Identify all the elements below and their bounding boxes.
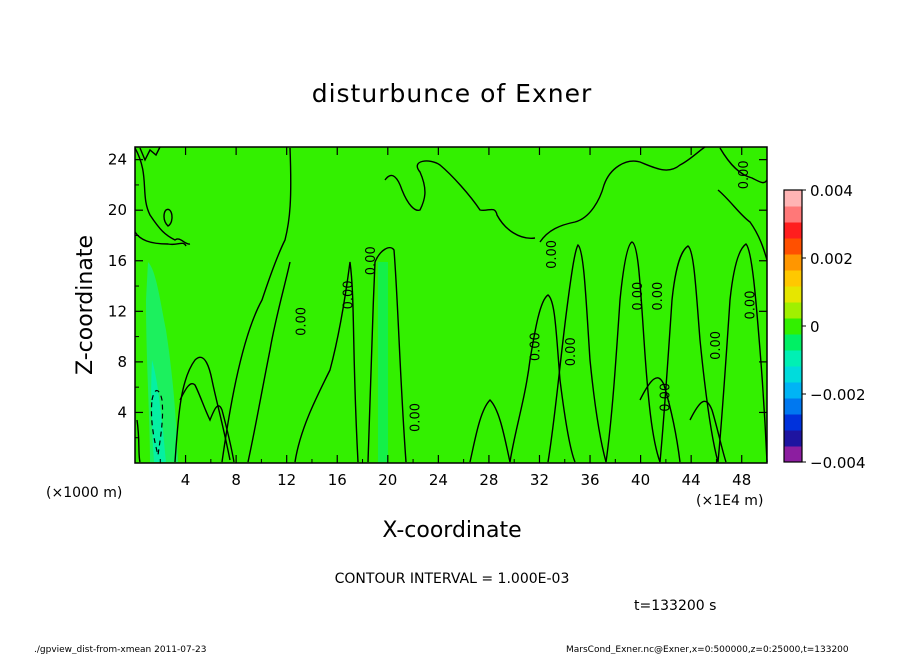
colorbar-swatch [784,430,802,447]
contour-label: 0.00 [528,332,543,361]
colorbar-swatch [784,398,802,415]
negative-core [151,360,166,462]
slight-negative-column [378,262,388,462]
colorbar-swatch [784,206,802,223]
x-tick-label: 16 [328,471,347,489]
contour-label: 0.00 [651,282,666,311]
contour-label: 0.00 [341,280,356,309]
colorbar-swatch [784,366,802,383]
colorbar-swatch [784,350,802,367]
contour-label: 0.00 [631,282,646,311]
contour-label: 0.00 [364,246,379,275]
x-axis-title: X-coordinate [382,518,521,543]
colorbar-swatch [784,270,802,287]
contour-line [139,146,161,162]
x-tick-label: 24 [429,471,448,489]
contour-label: 0.00 [295,307,310,336]
colorbar-swatch [784,318,802,335]
chart-title: disturbunce of Exner [312,79,593,108]
contour-label: 0.00 [408,403,423,432]
x-tick-label: 44 [682,471,701,489]
contour-line [134,231,187,247]
x-unit-label: (×1000 m) [46,485,122,501]
x-tick-label: 12 [277,471,296,489]
x-unit-label-secondary: (×1E4 m) [696,493,763,509]
footer-right: MarsCond_Exner.nc@Exner,x=0:500000,z=0:2… [566,645,849,654]
time-label: t=133200 s [634,598,716,614]
contour-label: 0.00 [545,240,560,269]
contour-label: 0.00 [659,383,674,412]
contour-line [509,294,576,463]
contour-line [163,208,173,227]
colorbar-tick-label: 0.004 [810,182,853,200]
y-tick-label: 8 [117,353,127,371]
contour-line [539,146,706,243]
contour-label: 0.00 [709,331,724,360]
contour-line [136,419,141,463]
contour-line [717,189,768,261]
y-tick-label: 20 [108,201,127,219]
footer-left: ./gpview_dist-from-xmean 2011-07-23 [34,645,206,654]
x-axis: 4 8 12 16 20 24 28 32 36 40 44 48 [159,147,751,489]
colorbar-swatch [784,222,802,239]
y-tick-label: 16 [108,252,127,270]
x-tick-label: 32 [530,471,549,489]
contour-line [689,400,727,463]
colorbar-swatch [784,382,802,399]
colorbar-swatch [784,414,802,431]
contour-line [547,243,607,463]
x-tick-label: 20 [378,471,397,489]
x-tick-label: 48 [732,471,751,489]
x-tick-label: 28 [479,471,498,489]
colorbar-swatch [784,446,802,463]
contour-line [659,245,719,463]
contour-line [179,383,235,463]
plot-area: 0.00 0.00 0.00 0.00 0.00 0.00 0.00 0.00 0.00 0.00… [134,146,768,464]
field-background [135,147,767,463]
colorbar-tick-label: −0.004 [810,454,866,472]
colorbar-swatch [784,238,802,255]
x-tick-label: 4 [181,471,191,489]
colorbar-swatch [784,334,802,351]
x-tick-label: 40 [631,471,650,489]
contour-line [134,147,191,245]
contour-line [221,147,292,463]
contour-line [247,261,291,463]
y-axis-title: Z-coordinate [73,235,98,375]
contour-line [605,241,661,463]
colorbar-swatch [784,254,802,271]
contour-label: 0.00 [743,291,758,320]
plot-frame [134,146,768,464]
x-tick-label: 8 [231,471,241,489]
y-axis: 4 8 12 16 20 24 [108,151,767,439]
colorbar-swatch [784,302,802,319]
contour-lines [134,146,768,463]
negative-contour [150,390,164,456]
contour-line [384,160,536,239]
colorbar-ticks: 0.004 0.002 0 −0.002 −0.004 [802,182,866,472]
colorbar-tick-label: 0.002 [810,250,853,268]
contour-line [367,246,407,463]
contour-line [717,243,768,463]
contour-interval: CONTOUR INTERVAL = 1.000E-03 [335,571,570,587]
contour-line [469,399,511,463]
contour-labels: 0.00 0.00 0.00 0.00 0.00 0.00 0.00 0.00 0.00 0.00… [295,160,759,432]
contour-label: 0.00 [564,337,579,366]
contour-line [719,147,768,184]
colorbar-swatch [784,286,802,303]
colorbar-tick-label: 0 [810,318,820,336]
colorbar-tick-label: −0.002 [810,386,866,404]
contour-line [639,377,681,463]
contour-label: 0.00 [737,160,752,189]
colorbar-swatch [784,190,802,207]
y-tick-label: 24 [108,151,127,169]
y-tick-label: 12 [108,302,127,320]
y-tick-label: 4 [117,403,127,421]
contour-line [294,261,359,463]
contour-line [174,356,231,463]
colorbar [783,189,803,463]
x-tick-label: 36 [580,471,599,489]
